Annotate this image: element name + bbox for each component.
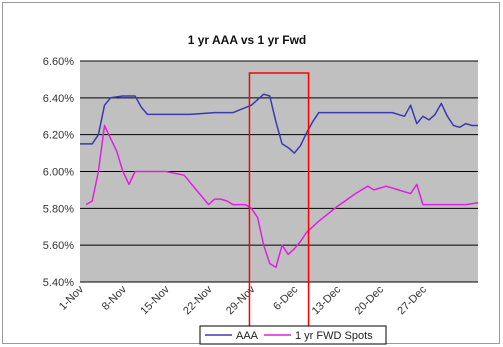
y-tick-label: 6.00% [43,167,74,179]
y-tick-label: 5.40% [43,277,74,289]
legend-box [199,325,387,345]
y-tick-label: 5.80% [43,203,74,215]
x-tick-label: 15-Nov [138,283,172,317]
y-tick-label: 5.60% [43,240,74,252]
y-tick-label: 6.40% [43,93,74,105]
series-line-0 [80,93,478,154]
x-axis-tick-labels: 1-Nov 8-Nov 15-Nov 22-Nov 29-Nov 6-Dec 13-Dec 2… [57,283,429,317]
y-axis-tick-labels: 6.60% 6.40% 6.20% 6.00% 5.80% 5.60% 5.40% [43,56,74,289]
y-tick-label: 6.60% [43,56,74,68]
x-tick-label: 29-Nov [224,283,258,317]
x-tick-label: 8-Nov [100,283,130,313]
series-lines [80,93,479,269]
chart-title: 1 yr AAA vs 1 yr Fwd [188,33,307,47]
legend-label-aaa: AAA [236,330,259,342]
x-tick-label: 20-Dec [353,283,387,317]
legend-label-fwd: 1 yr FWD Spots [295,330,373,342]
series-line-1 [85,124,479,269]
x-tick-label: 6-Dec [271,283,301,313]
y-tick-label: 6.20% [43,130,74,142]
x-tick-label: 13-Dec [310,283,344,317]
legend: AAA 1 yr FWD Spots [199,325,387,345]
x-tick-label: 22-Nov [181,283,215,317]
x-tick-label: 27-Dec [395,283,429,317]
